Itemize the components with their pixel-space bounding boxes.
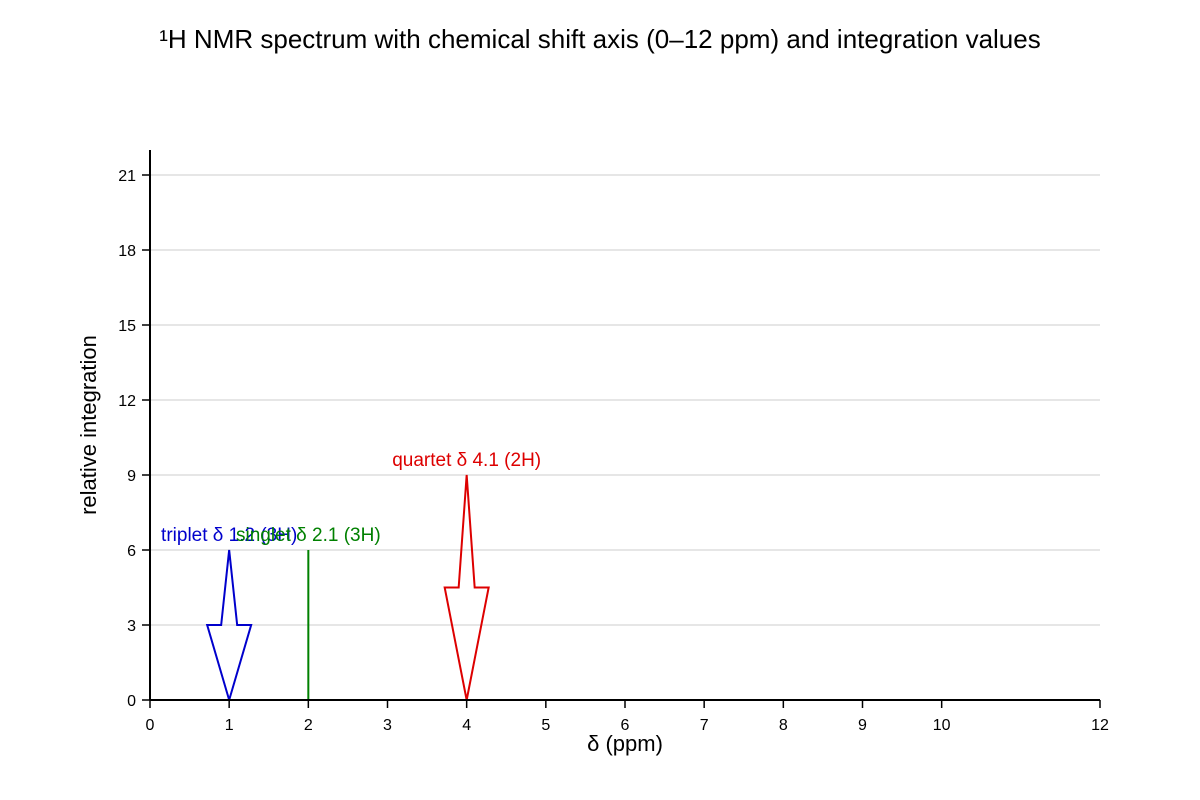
peak-label: quartet δ 4.1 (2H) (392, 450, 541, 471)
peaks-layer: triplet δ 1.2 (3H)singlet δ 2.1 (3H) quar… (161, 450, 541, 704)
grid-lines (150, 174, 1100, 626)
peak-arrow (443, 474, 490, 701)
x-tick-label: 8 (779, 717, 788, 734)
peak-arrow (205, 549, 253, 704)
y-tick-label: 21 (118, 168, 136, 185)
y-tick-label: 12 (118, 393, 136, 410)
x-tick-label: 9 (858, 717, 867, 734)
peak-label: triplet δ 1.2 (3H) (161, 525, 297, 546)
y-ticks: 0 3 6 9 12 15 18 21 (118, 168, 150, 710)
x-tick-label: 4 (462, 717, 471, 734)
x-tick-label: 7 (700, 717, 709, 734)
y-tick-label: 3 (127, 618, 136, 635)
y-tick-label: 15 (118, 318, 136, 335)
axes (149, 150, 1100, 701)
peak-label: singlet δ 2.1 (3H) (236, 525, 381, 546)
x-tick-label: 1 (225, 717, 234, 734)
chart-title: ¹H NMR spectrum with chemical shift axis… (159, 24, 1041, 54)
x-tick-label: 12 (1091, 717, 1109, 734)
x-tick-label: 5 (541, 717, 550, 734)
x-tick-label: 0 (146, 717, 155, 734)
x-axis-label: δ (ppm) (587, 731, 663, 756)
x-tick-label: 10 (933, 717, 951, 734)
x-tick-label: 2 (304, 717, 313, 734)
x-tick-label: 3 (383, 717, 392, 734)
y-tick-label: 18 (118, 243, 136, 260)
y-tick-label: 6 (127, 543, 136, 560)
y-axis-label: relative integration (76, 335, 101, 515)
y-tick-label: 0 (127, 693, 136, 710)
x-ticks: 0 1 2 3 4 5 6 7 8 9 10 12 (146, 700, 1109, 734)
y-tick-label: 9 (127, 468, 136, 485)
x-tick-label: 6 (621, 717, 630, 734)
